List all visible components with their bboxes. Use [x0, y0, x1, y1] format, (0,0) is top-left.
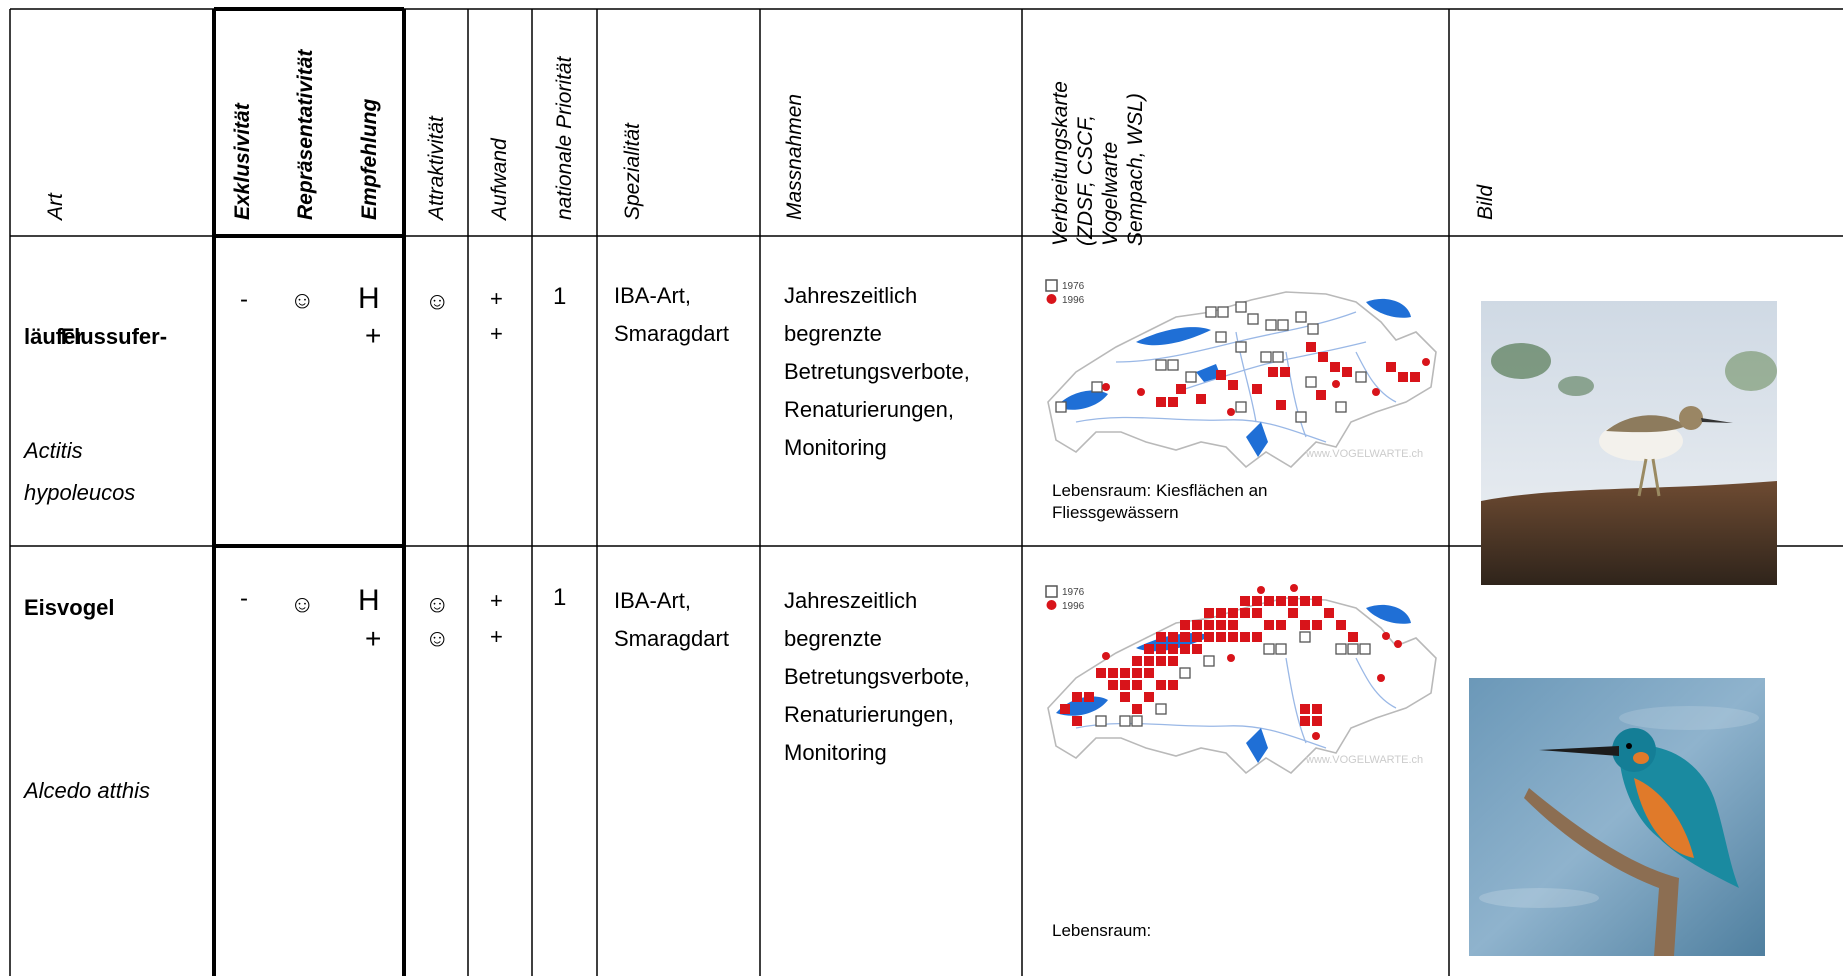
header-art: Art [44, 193, 67, 220]
header-empfehlung: Empfehlung [358, 98, 381, 220]
empfehlung-value-1: H [358, 282, 380, 315]
header-exklusivitaet: Exklusivität [231, 103, 254, 220]
aufwand-value-2: + [490, 321, 503, 346]
empfehlung-value-1: H [358, 584, 380, 617]
massnahmen-value: Jahreszeitlich begrenzte Betretungsverbo… [784, 283, 970, 460]
empfehlung-value-2: + [365, 320, 382, 351]
attraktivitaet-value: ☺ [425, 288, 450, 315]
lebensraum-text: Lebensraum: [1052, 921, 1152, 940]
exklusivitaet-value: - [240, 585, 248, 612]
map-legend-1976: 1976 [1062, 281, 1085, 292]
aufwand-value-1: + [490, 286, 503, 311]
map-legend-1976: 1976 [1062, 587, 1085, 598]
header-spezialitaet: Spezialität [621, 123, 644, 220]
distribution-map: 1976 1996 [1045, 279, 1437, 469]
map-watermark: www.VOGELWARTE.ch [1305, 448, 1423, 460]
aufwand-value-1: + [490, 588, 503, 613]
prioritaet-value: 1 [553, 283, 567, 310]
spezialitaet-value: IBA-Art, Smaragdart [614, 283, 729, 346]
species-photo [1469, 678, 1765, 956]
header-attraktivitaet: Attraktivität [425, 116, 448, 220]
aufwand-value-2: + [490, 624, 503, 649]
species-latin: Actitis [24, 438, 83, 463]
massnahmen-value: Jahreszeitlich begrenzte Betretungsverbo… [784, 588, 970, 765]
species-photo [1481, 301, 1777, 585]
empfehlung-value-2: + [365, 623, 382, 654]
repraesentativitaet-value: ☺ [290, 287, 315, 314]
species-name-line2: läufer [24, 324, 84, 349]
attraktivitaet-value-2: ☺ [425, 625, 450, 652]
spezialitaet-value: IBA-Art, Smaragdart [614, 588, 729, 651]
header-verbreitungskarte: Verbreitungskarte (ZDSF, CSCF, Vogelwart… [1049, 81, 1147, 246]
map-legend-1996: 1996 [1062, 295, 1085, 306]
prioritaet-value: 1 [553, 584, 567, 611]
repraesentativitaet-value: ☺ [290, 591, 315, 618]
map-watermark: www.VOGELWARTE.ch [1305, 754, 1423, 766]
header-nationale-prioritaet: nationale Priorität [553, 56, 576, 220]
exklusivitaet-value: - [240, 286, 248, 313]
species-latin: Alcedo atthis [24, 778, 150, 803]
attraktivitaet-value-1: ☺ [425, 591, 450, 618]
header-repraesentativitaet: Repräsentativität [294, 49, 317, 220]
distribution-map: 1976 1996 [1045, 584, 1437, 775]
species-name: Flussufer- [60, 324, 168, 349]
species-name: Eisvogel [24, 595, 115, 620]
header-aufwand: Aufwand [488, 138, 511, 220]
header-bild: Bild [1474, 184, 1497, 220]
lebensraum-text: Lebensraum: Kiesflächen an Fliessgewässe… [1052, 481, 1268, 522]
map-legend-1996: 1996 [1062, 601, 1085, 612]
header-massnahmen: Massnahmen [783, 93, 806, 220]
species-latin-line2: hypoleucos [24, 480, 136, 505]
